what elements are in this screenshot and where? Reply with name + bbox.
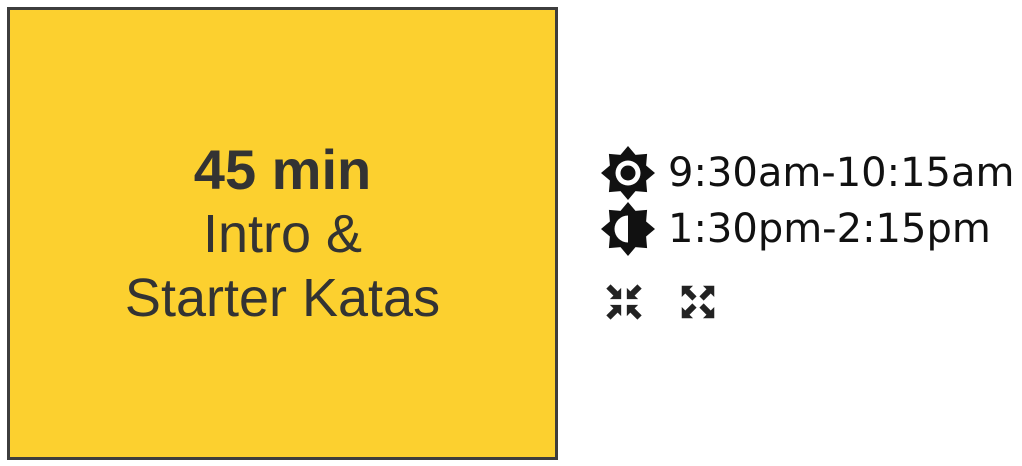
session-card: 45 min Intro & Starter Katas [7,7,558,460]
half-sun-icon [601,202,655,256]
schedule-time-morning: 9:30am-10:15am [668,150,1015,196]
schedule-time-afternoon: 1:30pm-2:15pm [668,206,991,252]
schedule-slot-morning: 9:30am-10:15am [600,145,1014,201]
session-title-line-2: Starter Katas [124,267,441,328]
schedule-slot-afternoon: 1:30pm-2:15pm [600,201,1014,257]
view-controls [598,276,724,328]
sun-icon [601,146,655,200]
session-duration: 45 min [193,137,372,201]
collapse-icon[interactable] [598,276,650,328]
session-title-line-1: Intro & [202,203,363,264]
schedule-list: 9:30am-10:15am 1:30pm-2:15pm [600,145,1014,257]
expand-icon[interactable] [672,276,724,328]
